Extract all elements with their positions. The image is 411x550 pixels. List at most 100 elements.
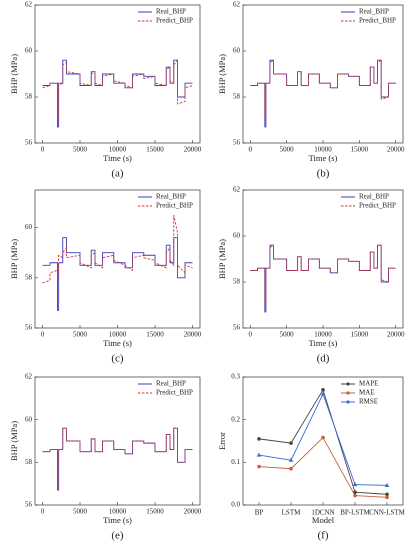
legend-label: Real_BHP [359, 8, 389, 16]
panel-label: (d) [317, 353, 330, 365]
legend-label: RMSE [359, 398, 378, 406]
point [385, 495, 389, 500]
x-tick-label: 0 [41, 331, 45, 339]
legend-label: Predict_BHP [359, 202, 396, 210]
point [320, 391, 326, 396]
legend-label: Real_BHP [156, 193, 186, 201]
legend-label: MAPE [359, 380, 378, 388]
series-line [250, 59, 396, 121]
y-tick-label: 56 [25, 501, 33, 509]
panel-label: (a) [111, 168, 124, 180]
x-tick-label: 5000 [73, 508, 88, 516]
y-tick-label: 62 [25, 1, 33, 9]
y-axis-label: BHP (MPa) [217, 239, 227, 279]
x-tick-label: 20000 [387, 331, 405, 339]
legend-label: Real_BHP [156, 8, 186, 16]
y-axis-label: BHP (MPa) [9, 421, 19, 461]
point [289, 441, 293, 445]
y-tick-label: 58 [233, 93, 241, 101]
series-line [42, 58, 193, 123]
point [385, 492, 389, 497]
point [257, 437, 261, 441]
legend-label: Predict_BHP [156, 202, 193, 210]
y-tick-label: 60 [233, 232, 241, 240]
series-line [42, 427, 193, 491]
series-line [42, 214, 193, 284]
y-axis-label: Error [217, 432, 227, 450]
y-axis-label: BHP (MPa) [9, 239, 19, 279]
x-tick-label: 15000 [351, 331, 369, 339]
x-axis-label: Time (s) [103, 515, 132, 525]
legend-label: Predict_BHP [156, 389, 193, 397]
x-tick-label: 0 [41, 146, 45, 154]
series-line [42, 427, 193, 491]
legend-marker [346, 391, 350, 395]
y-tick-label: 60 [25, 47, 33, 55]
y-tick-label: 0.0 [231, 501, 240, 509]
legend-label: Predict_BHP [359, 17, 396, 25]
x-tick-label: 20000 [184, 146, 202, 154]
plot-frame [242, 4, 404, 144]
x-tick-label: 10000 [314, 331, 332, 339]
y-axis-label: BHP (MPa) [217, 54, 227, 94]
x-axis-label: Time (s) [309, 153, 338, 163]
y-tick-label: 58 [233, 278, 241, 286]
point [256, 452, 262, 457]
y-axis-label: BHP (MPa) [9, 54, 19, 94]
x-tick-label: 15000 [146, 331, 164, 339]
y-tick-label: 58 [25, 273, 33, 281]
y-tick-label: 0.2 [231, 415, 240, 423]
x-axis-label: Model [312, 515, 335, 525]
legend-marker [346, 400, 350, 404]
point [352, 482, 358, 487]
y-tick-label: 56 [233, 139, 241, 147]
legend-label: Real_BHP [156, 380, 186, 388]
x-tick-label: 15000 [146, 508, 164, 516]
x-tick-label: 0 [41, 508, 45, 516]
x-tick-label: 15000 [146, 146, 164, 154]
series-line [258, 436, 388, 498]
x-tick-label: LSTM [282, 509, 301, 517]
x-tick-label: 10000 [109, 146, 127, 154]
x-tick-label: 5000 [280, 331, 295, 339]
x-tick-label: 5000 [280, 146, 295, 154]
x-tick-label: 20000 [184, 331, 202, 339]
plot-frame [242, 189, 404, 329]
y-tick-label: 58 [25, 458, 33, 466]
x-tick-label: BP [255, 509, 264, 517]
x-axis-label: Time (s) [309, 338, 338, 348]
x-tick-label: 20000 [387, 146, 405, 154]
x-tick-label: 15000 [351, 146, 369, 154]
plot-frame [34, 4, 201, 144]
y-tick-label: 60 [233, 47, 241, 55]
x-tick-label: 0 [249, 331, 253, 339]
y-tick-label: 62 [25, 373, 33, 381]
x-axis-label: Time (s) [103, 153, 132, 163]
legend-label: Predict_BHP [156, 17, 193, 25]
point [257, 464, 261, 469]
point [353, 493, 357, 498]
y-tick-label: 62 [233, 1, 241, 9]
y-tick-label: 0.1 [231, 458, 240, 466]
point [321, 435, 325, 440]
point [321, 388, 325, 392]
x-tick-label: CNN-LSTM [369, 509, 406, 517]
x-tick-label: 20000 [184, 508, 202, 516]
x-tick-label: 5000 [73, 146, 88, 154]
y-tick-label: 56 [25, 324, 33, 332]
y-tick-label: 58 [25, 93, 33, 101]
y-tick-label: 60 [25, 415, 33, 423]
x-tick-label: 10000 [314, 146, 332, 154]
series-line [250, 244, 396, 308]
panel-label: (e) [111, 530, 124, 542]
legend-label: MAE [359, 389, 375, 397]
x-tick-label: 0 [249, 146, 253, 154]
point [289, 466, 293, 471]
y-tick-label: 56 [233, 324, 241, 332]
x-tick-label: 5000 [73, 331, 88, 339]
x-tick-label: 1DCNN [311, 509, 334, 517]
point [288, 457, 294, 462]
legend-marker [346, 382, 350, 386]
panel-label: (b) [317, 168, 330, 180]
